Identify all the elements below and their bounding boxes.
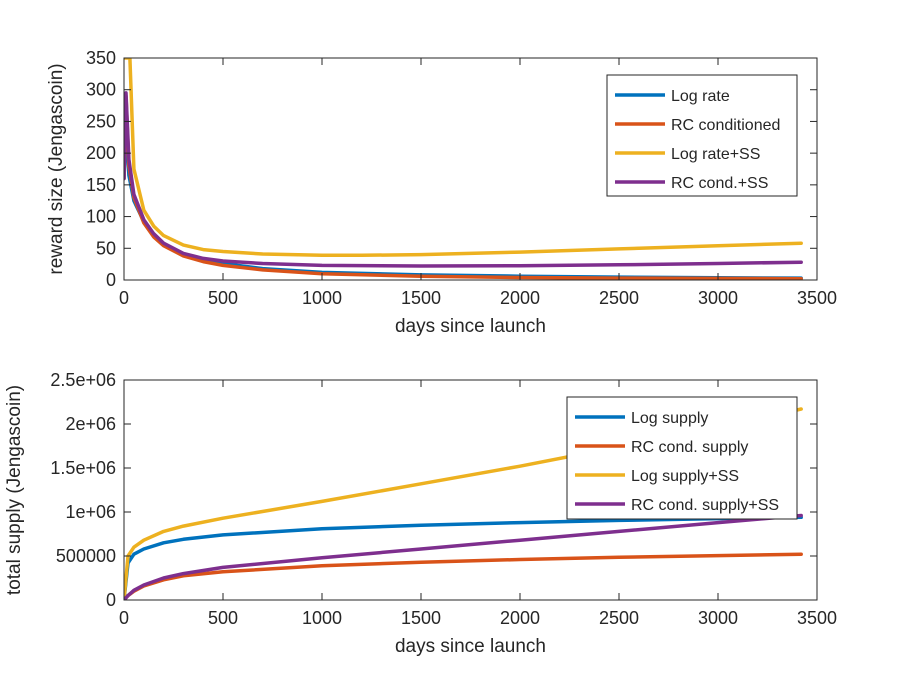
x-tick-label: 0	[119, 288, 129, 308]
axes-frame	[123, 57, 818, 281]
x-tick-label: 1000	[302, 608, 342, 628]
series-line-3	[124, 91, 803, 268]
x-axis-label: days since launch	[395, 316, 546, 337]
series-group	[124, 58, 803, 280]
legend-label-2: Log rate+SS	[671, 146, 760, 163]
y-tick-label: 250	[86, 111, 116, 131]
legend-label-0: Log rate	[671, 88, 730, 105]
series-line-2	[124, 58, 803, 258]
legend-label-1: RC cond. supply	[631, 439, 748, 456]
x-tick-label: 500	[208, 608, 238, 628]
axes-frame	[123, 379, 818, 601]
y-tick-label: 50	[96, 238, 116, 258]
series-line-0	[124, 515, 803, 600]
x-tick-label: 2500	[599, 288, 639, 308]
y-tick-label: 0	[106, 590, 116, 610]
series-line-3	[124, 513, 803, 600]
legend-label-3: RC cond. supply+SS	[631, 497, 779, 514]
y-tick-label: 350	[86, 48, 116, 68]
y-tick-label: 0	[106, 270, 116, 290]
y-tick-label: 150	[86, 175, 116, 195]
x-tick-label: 2500	[599, 608, 639, 628]
x-tick-label: 2000	[500, 288, 540, 308]
legend: Log supply RC cond. supply Log supply+SS RC…	[566, 396, 798, 520]
x-tick-label: 3500	[797, 288, 837, 308]
x-tick-label: 500	[208, 288, 238, 308]
x-tick-label: 1000	[302, 288, 342, 308]
x-tick-label: 3000	[698, 608, 738, 628]
legend-label-1: RC conditioned	[671, 117, 780, 134]
y-tick-label: 300	[86, 80, 116, 100]
y-axis-label: total supply (Jengascoin)	[4, 385, 25, 595]
x-tick-label: 3000	[698, 288, 738, 308]
legend-label-3: RC cond.+SS	[671, 175, 768, 192]
x-axis-label: days since launch	[395, 636, 546, 657]
legend: Log rate RC conditioned Log rate+SS RC cond…	[606, 74, 798, 197]
y-tick-label: 2.5e+06	[50, 370, 116, 390]
y-tick-label: 1.5e+06	[50, 458, 116, 478]
y-tick-label: 1e+06	[65, 502, 116, 522]
y-tick-label: 500000	[56, 546, 116, 566]
y-tick-label: 2e+06	[65, 414, 116, 434]
total-supply-chart: 0 500 1000 1500 2000 2500 3000 3500 0 500000 1e+06…	[4, 370, 837, 657]
x-tick-label: 0	[119, 608, 129, 628]
reward-size-chart: 0 500 1000 1500 2000 2500 3000 3500 0 50 100 150 200…	[46, 48, 837, 337]
x-tick-label: 1500	[401, 288, 441, 308]
y-axis-label: reward size (Jengascoin)	[46, 63, 67, 274]
x-tick-label: 2000	[500, 608, 540, 628]
x-tick-label: 1500	[401, 608, 441, 628]
x-tick-label: 3500	[797, 608, 837, 628]
legend-label-2: Log supply+SS	[631, 468, 739, 485]
y-tick-label: 100	[86, 207, 116, 227]
legend-label-0: Log supply	[631, 410, 708, 427]
y-tick-label: 200	[86, 143, 116, 163]
